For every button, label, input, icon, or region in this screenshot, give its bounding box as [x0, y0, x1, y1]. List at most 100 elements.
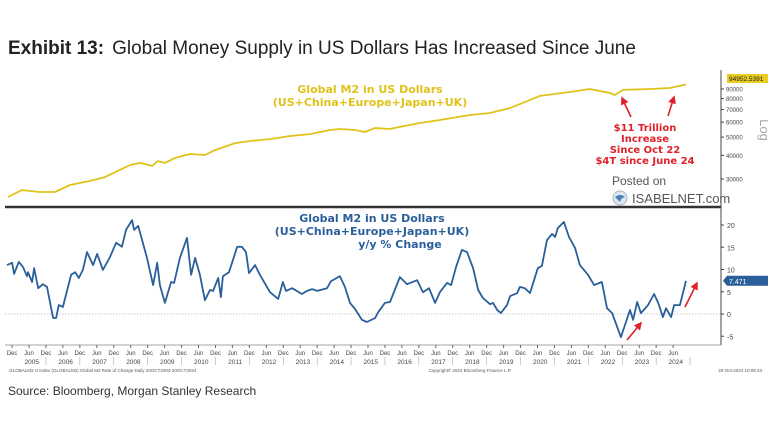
source-note: Source: Bloomberg, Morgan Stanley Resear… [8, 384, 257, 398]
x-tick-label: Dec [312, 351, 323, 357]
bottom-series-title-2: (US+China+Europe+Japan+UK) [275, 225, 469, 238]
x-year-label: 2006 [58, 359, 73, 366]
bottom-last-value-label: 7.471 [729, 279, 747, 286]
exhibit-number: Exhibit 13: [8, 38, 105, 59]
x-year-label: 2020 [533, 359, 548, 366]
bird-icon [615, 195, 625, 202]
bottom-series-title-1: Global M2 in US Dollars [299, 212, 445, 225]
x-year-label: 2017 [431, 359, 446, 366]
x-year-label: 2007 [92, 359, 107, 366]
x-tick-label: Dec [414, 351, 425, 357]
top-y-tick-label: 50000 [726, 136, 743, 142]
x-tick-label: Dec [515, 351, 526, 357]
log-scale-label: Log [757, 119, 768, 141]
x-tick-label: Jun [397, 351, 407, 357]
x-tick-label: Dec [108, 351, 119, 357]
x-tick-label: Dec [278, 351, 289, 357]
x-tick-label: Dec [210, 351, 221, 357]
x-tick-label: Dec [583, 351, 594, 357]
footer-left: .GLOBALM2 U Index (GLOBALM2) Global M2 R… [8, 368, 197, 373]
arrow-oct22 [621, 96, 632, 118]
watermark-site: ISABELNET.com [632, 191, 730, 206]
top-y-tick-label: 80000 [726, 97, 743, 103]
top-last-value-box [722, 74, 768, 85]
bottom-y-tick-label: 0 [727, 312, 731, 319]
m2-level-line [7, 83, 687, 198]
arrow-bottom-1 [626, 321, 643, 341]
x-year-label: 2009 [160, 359, 175, 366]
x-year-label: 2011 [228, 359, 242, 366]
x-tick-label: Dec [346, 351, 357, 357]
x-tick-label: Dec [617, 351, 628, 357]
annotation-line-2: Increase [621, 134, 669, 145]
x-year-label: 2019 [499, 359, 514, 366]
x-year-label: 2016 [397, 359, 412, 366]
x-year-label: 2021 [567, 359, 582, 366]
x-year-label: 2013 [296, 359, 311, 366]
annotation-line-1: $11 Trillion [614, 123, 677, 134]
footer-right: 20-Oct-2024 10:08:43 [718, 368, 762, 373]
x-year-label: 2015 [363, 359, 378, 366]
annotation: $11 Trillion Increase Since Oct 22 $4T s… [595, 123, 694, 167]
x-year-label: 2012 [262, 359, 277, 366]
x-year-label: 2018 [465, 359, 480, 366]
arrow-jun24 [667, 95, 676, 117]
x-tick-label: Jun [533, 351, 543, 357]
bottom-series-title-3: y/y % Change [358, 238, 442, 251]
x-tick-label: Dec [481, 351, 492, 357]
x-year-label: 2014 [330, 359, 345, 366]
top-y-tick-label: 60000 [726, 121, 743, 127]
top-y-tick-label: 40000 [726, 154, 743, 160]
bottom-last-value-box [723, 275, 768, 286]
x-tick-label: Jun [24, 351, 34, 357]
page-title: Exhibit 13: Global Money Supply in US Dol… [8, 38, 636, 60]
x-tick-label: Dec [7, 351, 18, 357]
bottom-y-tick-label: 10 [727, 268, 735, 275]
x-tick-label: Jun [668, 351, 678, 357]
x-tick-label: Jun [160, 351, 170, 357]
x-tick-label: Dec [244, 351, 255, 357]
top-series-title-1: Global M2 in US Dollars [297, 83, 443, 96]
x-tick-label: Dec [41, 351, 52, 357]
x-tick-label: Dec [176, 351, 187, 357]
x-tick-label: Dec [651, 351, 662, 357]
x-year-label: 2024 [669, 359, 684, 366]
top-y-tick-label: 70000 [726, 108, 743, 114]
bottom-y-tick-label: 20 [727, 223, 735, 230]
bottom-y-tick-label: -5 [727, 334, 733, 341]
top-series-title-2: (US+China+Europe+Japan+UK) [273, 96, 467, 109]
bottom-y-tick-label: 5 [727, 290, 731, 297]
x-tick-label: Jun [126, 351, 136, 357]
m2-yoy-line [6, 219, 687, 339]
top-y-tick-label: 90000 [726, 87, 743, 93]
x-year-label: 2022 [601, 359, 616, 366]
x-year-label: 2005 [24, 359, 39, 366]
x-tick-label: Jun [431, 351, 441, 357]
x-tick-label: Jun [465, 351, 475, 357]
bottom-y-tick-label: 15 [727, 245, 735, 252]
x-tick-label: Jun [634, 351, 644, 357]
x-year-label: 2008 [126, 359, 141, 366]
x-tick-label: Jun [92, 351, 102, 357]
x-year-label: 2023 [635, 359, 650, 366]
annotation-arrows [621, 95, 698, 341]
watermark: Posted on ISABELNET.com [612, 174, 730, 206]
annotation-line-4: $4T since June 24 [595, 156, 694, 167]
footer-center: Copyright© 2024 Bloomberg Finance L.P. [429, 367, 512, 373]
x-tick-label: Jun [295, 351, 305, 357]
x-tick-label: Jun [261, 351, 271, 357]
top-y-tick-label: 30000 [726, 178, 743, 184]
title-text: Global Money Supply in US Dollars Has In… [112, 38, 636, 59]
x-year-label: 2010 [194, 359, 209, 366]
x-tick-label: Jun [228, 351, 238, 357]
x-tick-label: Dec [549, 351, 560, 357]
top-last-value-label: 94952.5391 [729, 76, 764, 83]
x-tick-label: Jun [329, 351, 339, 357]
annotation-line-3: Since Oct 22 [610, 145, 681, 156]
x-tick-label: Dec [142, 351, 153, 357]
x-tick-label: Jun [499, 351, 509, 357]
x-tick-label: Jun [567, 351, 577, 357]
x-tick-label: Jun [600, 351, 610, 357]
x-tick-label: Dec [447, 351, 458, 357]
